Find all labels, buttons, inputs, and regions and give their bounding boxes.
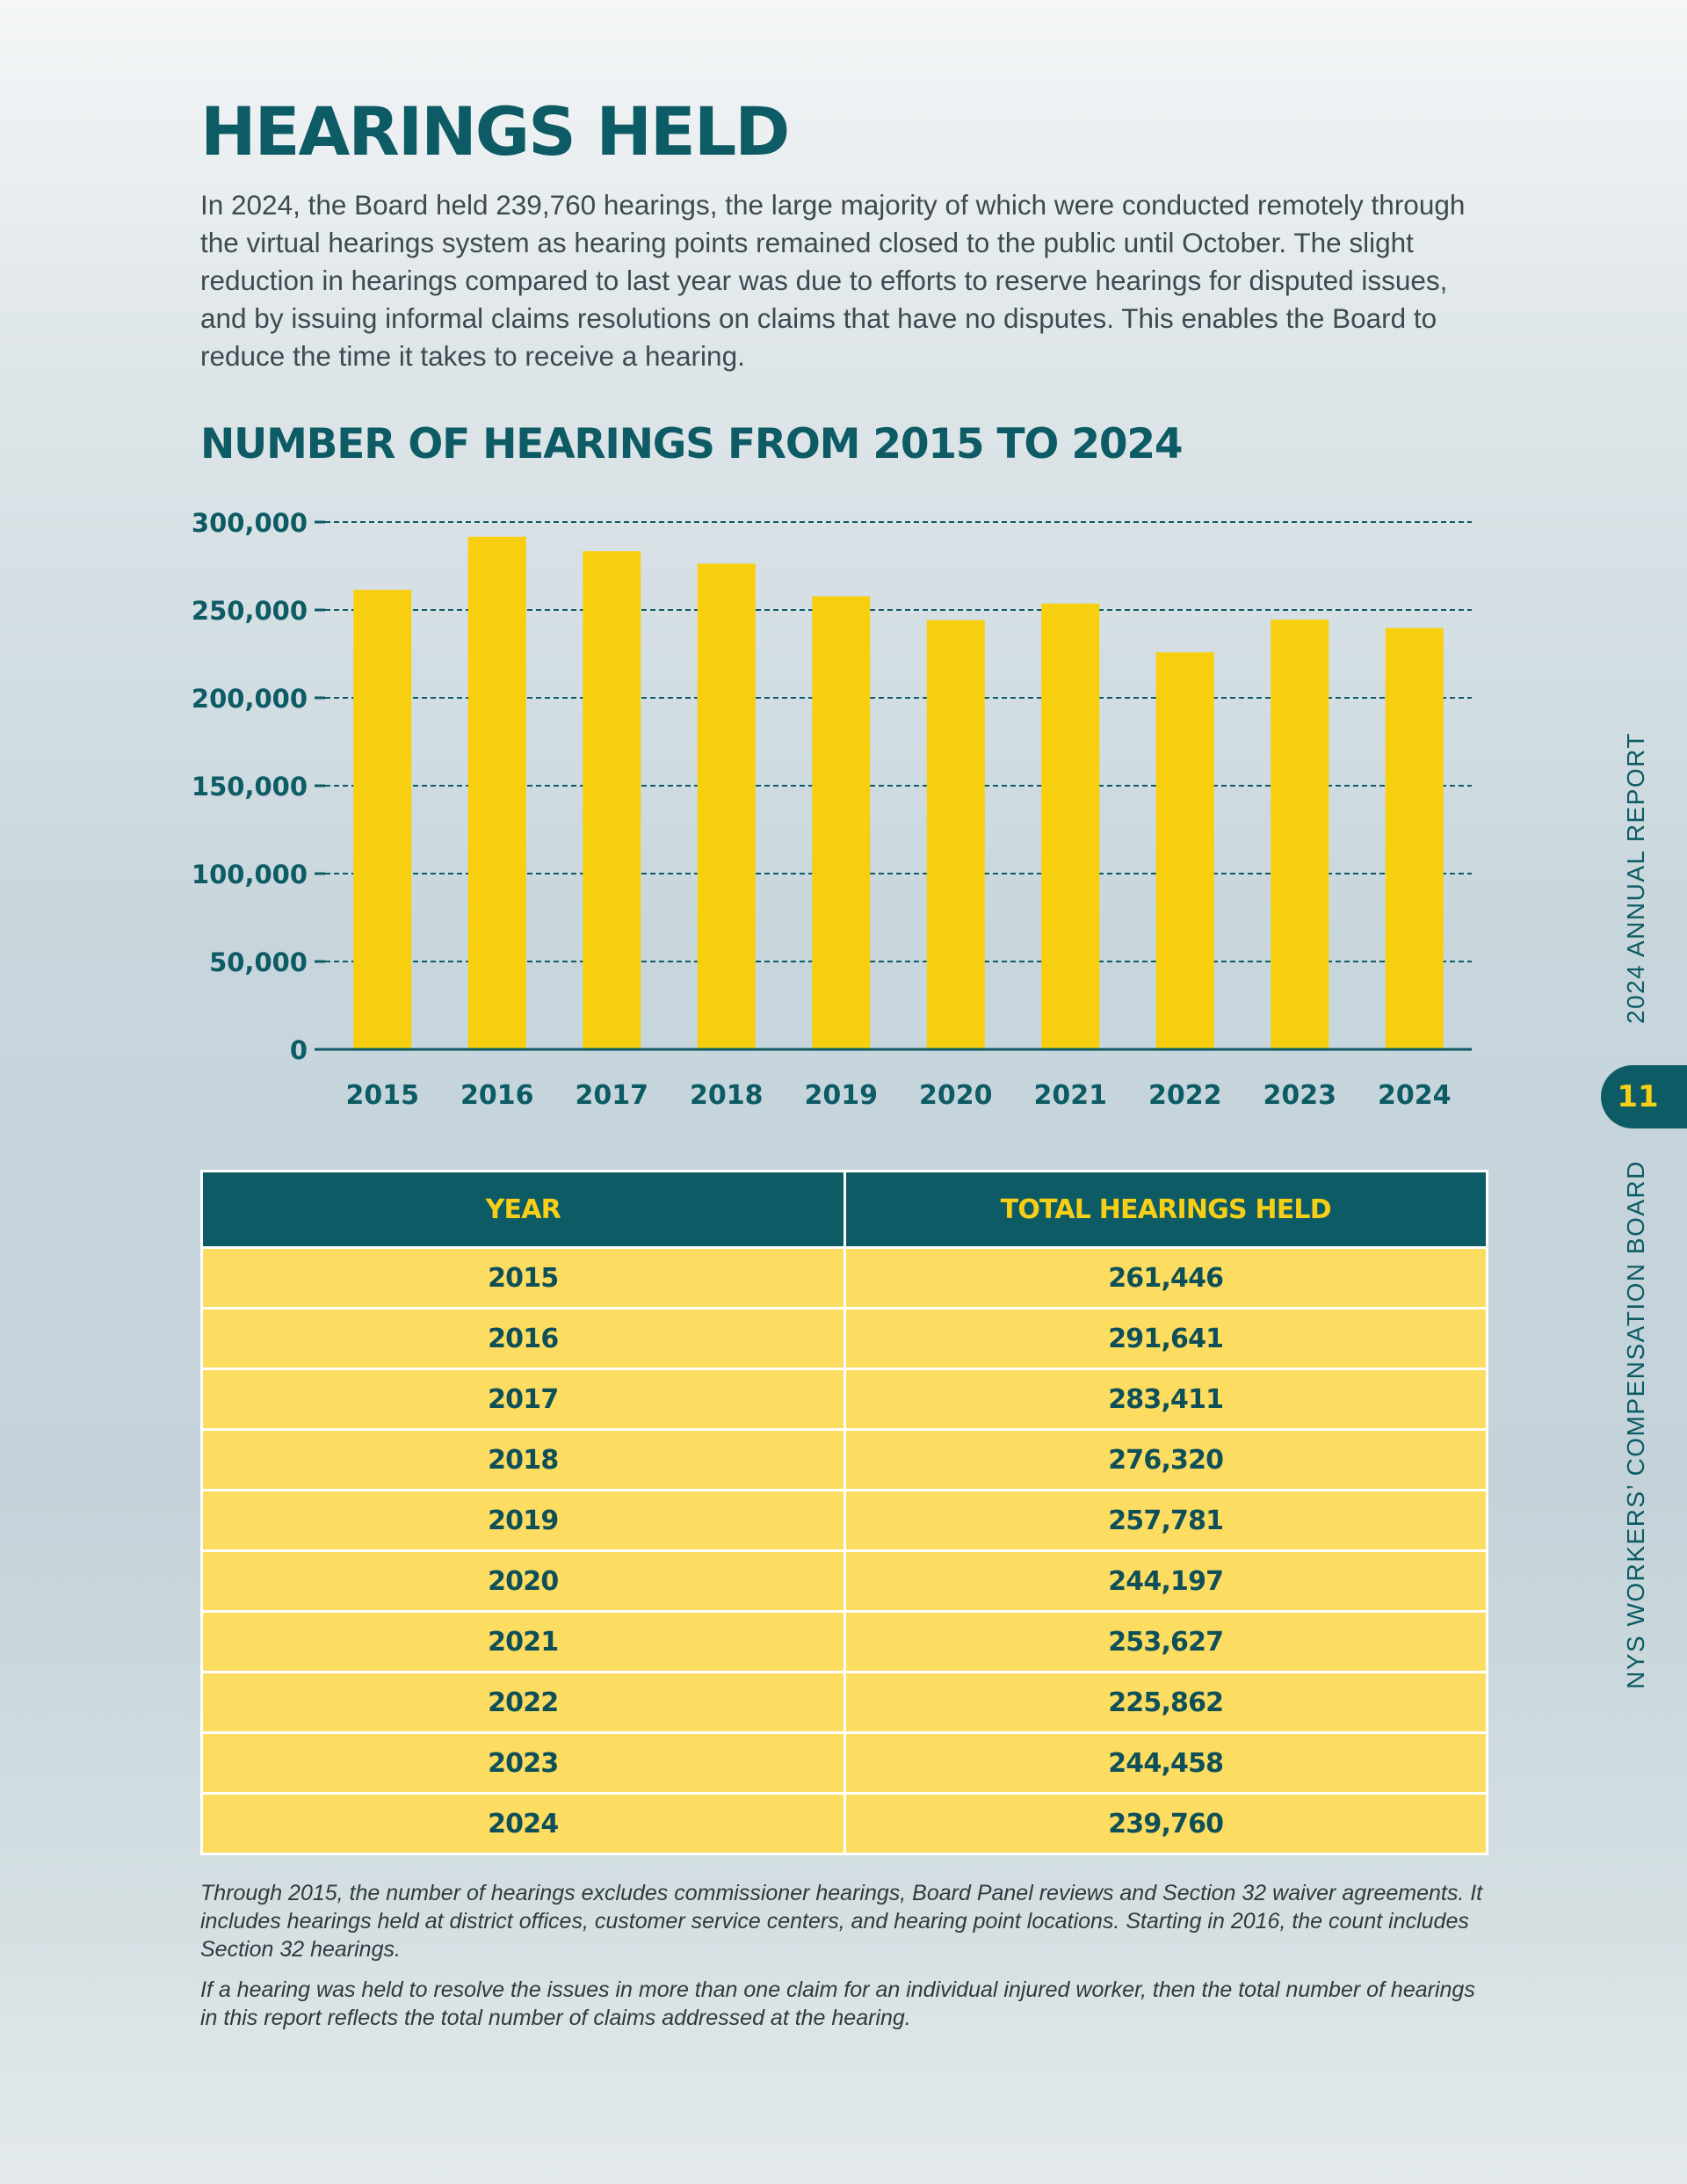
x-tick-label: 2022: [1148, 1080, 1222, 1111]
side-report-label: 2024 ANNUAL REPORT: [1622, 732, 1649, 1025]
table-header-row: YEAR TOTAL HEARINGS HELD: [200, 1170, 1488, 1249]
hearings-cell: 291,641: [843, 1307, 1488, 1370]
hearings-cell: 244,197: [843, 1549, 1488, 1613]
hearings-cell: 257,781: [843, 1489, 1488, 1552]
bar-2016: [467, 536, 526, 1049]
hearings-bar-chart: 0 50,000 100,000 150,000 200,000 250,000 300,0…: [0, 492, 1494, 1125]
footnotes: Through 2015, the number of hearings exc…: [200, 1879, 1494, 2044]
table-row: 2020 244,197: [200, 1549, 1488, 1613]
table-row: 2018 276,320: [200, 1428, 1488, 1491]
bar-2018: [697, 563, 756, 1049]
year-cell: 2015: [200, 1246, 846, 1310]
table-row: 2016 291,641: [200, 1307, 1488, 1370]
hearings-table: YEAR TOTAL HEARINGS HELD 2015 261,446 201…: [200, 1170, 1488, 1855]
footnote-scope: Through 2015, the number of hearings exc…: [200, 1881, 1483, 1962]
table-row: 2022 225,862: [200, 1671, 1488, 1734]
bar-2020: [926, 620, 985, 1049]
bar-2021: [1041, 603, 1100, 1049]
year-cell: 2020: [200, 1549, 846, 1613]
x-tick-label: 2020: [919, 1080, 993, 1111]
hearings-cell: 261,446: [843, 1246, 1488, 1310]
year-cell: 2024: [200, 1792, 846, 1855]
bar-2023: [1271, 620, 1329, 1049]
y-tick-label: 100,000: [192, 860, 308, 889]
table-row: 2017 283,411: [200, 1368, 1488, 1431]
x-tick-label: 2018: [690, 1080, 764, 1111]
y-tick-label: 200,000: [192, 684, 308, 714]
year-cell: 2018: [200, 1428, 846, 1491]
year-cell: 2016: [200, 1307, 846, 1370]
table-row: 2019 257,781: [200, 1489, 1488, 1552]
year-cell: 2017: [200, 1368, 846, 1431]
table-row: 2024 239,760: [200, 1792, 1488, 1855]
year-cell: 2021: [200, 1610, 846, 1673]
bar-2015: [353, 590, 412, 1049]
year-cell: 2022: [200, 1671, 846, 1734]
hearings-cell: 225,862: [843, 1671, 1488, 1734]
x-tick-label: 2024: [1378, 1080, 1452, 1111]
chart-svg: 0 50,000 100,000 150,000 200,000 250,000 300,0…: [192, 508, 1472, 1111]
table-row: 2021 253,627: [200, 1610, 1488, 1673]
bar-2022: [1155, 652, 1214, 1049]
x-tick-label: 2023: [1263, 1080, 1337, 1111]
footnote-multiple-claims: If a hearing was held to resolve the iss…: [200, 1977, 1475, 2030]
hearings-cell: 283,411: [843, 1368, 1488, 1431]
bar-2019: [812, 596, 871, 1049]
header-year: YEAR: [200, 1170, 846, 1249]
year-cell: 2019: [200, 1489, 846, 1552]
x-tick-label: 2019: [805, 1080, 879, 1111]
y-tick-label: 150,000: [192, 772, 308, 802]
y-tick-label: 0: [290, 1035, 308, 1065]
x-tick-label: 2017: [576, 1080, 649, 1111]
table-row: 2023 244,458: [200, 1731, 1488, 1795]
y-tick-label: 300,000: [192, 508, 308, 538]
y-tick-label: 250,000: [192, 596, 308, 626]
hearings-cell: 239,760: [843, 1792, 1488, 1855]
hearings-cell: 253,627: [843, 1610, 1488, 1673]
page-title: HEARINGS HELD: [200, 92, 790, 171]
intro-paragraph: In 2024, the Board held 239,760 hearings…: [200, 189, 1466, 372]
side-board-label: NYS WORKERS’ COMPENSATION BOARD: [1622, 1160, 1649, 1689]
bar-2017: [583, 551, 641, 1049]
x-tick-label: 2016: [460, 1080, 534, 1111]
hearings-cell: 244,458: [843, 1731, 1488, 1795]
page-number-badge: 11: [1601, 1065, 1687, 1128]
header-total-hearings: TOTAL HEARINGS HELD: [843, 1170, 1488, 1249]
chart-title: NUMBER OF HEARINGS FROM 2015 TO 2024: [200, 420, 1184, 468]
year-cell: 2023: [200, 1731, 846, 1795]
hearings-cell: 276,320: [843, 1428, 1488, 1491]
y-tick-label: 50,000: [209, 947, 308, 977]
x-tick-label: 2015: [346, 1080, 420, 1111]
table-row: 2015 261,446: [200, 1246, 1488, 1310]
bar-2024: [1385, 628, 1444, 1049]
x-tick-label: 2021: [1034, 1080, 1108, 1111]
